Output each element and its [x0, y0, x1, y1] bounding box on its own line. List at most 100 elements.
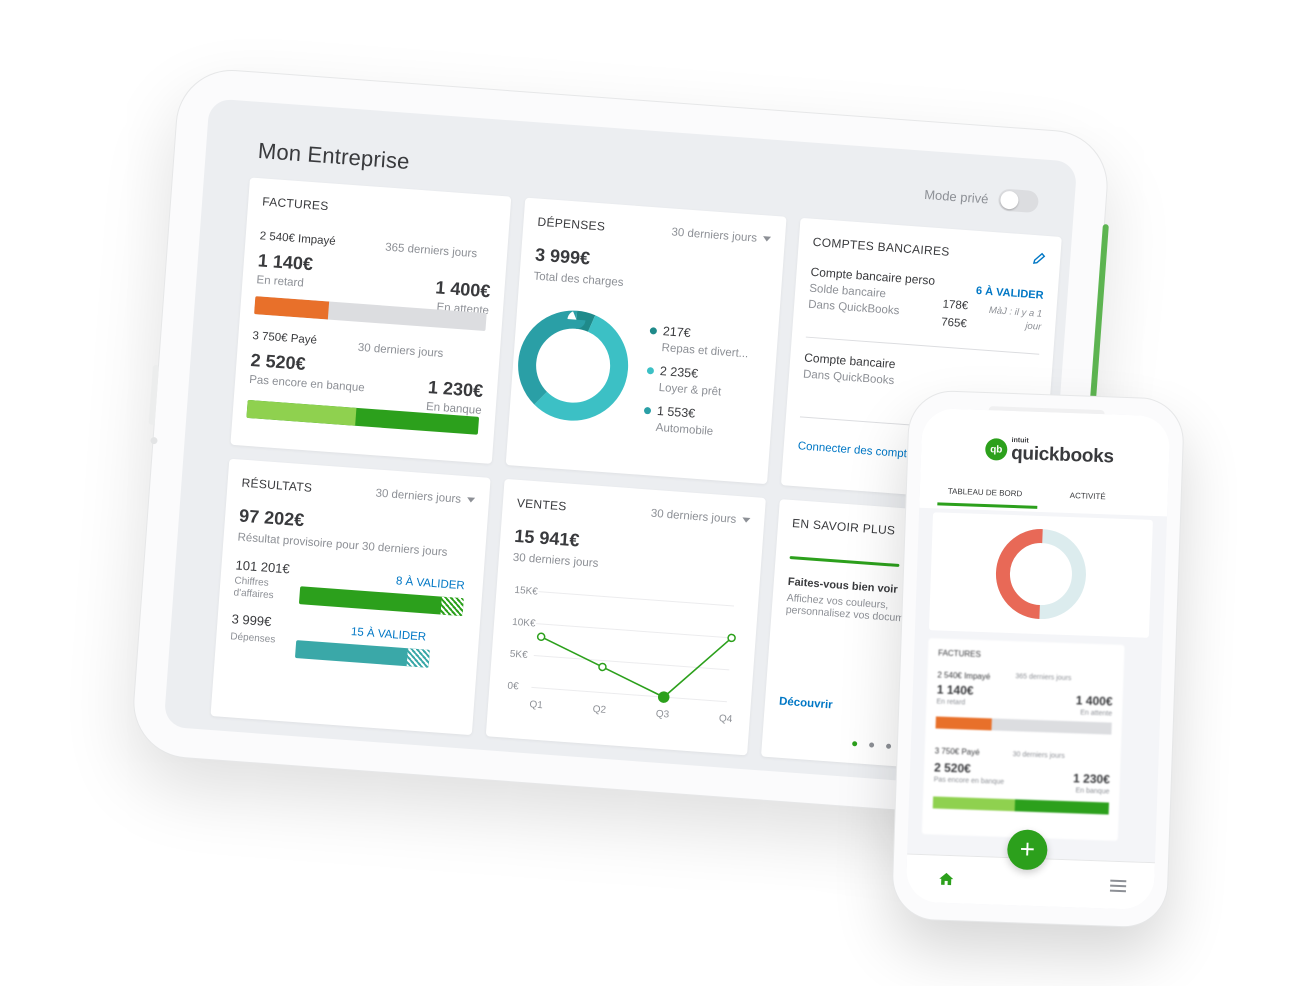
phone-screen: qb intuit quickbooks TABLEAU DE BORD ACT…: [905, 407, 1171, 911]
bank-divider: [805, 336, 1040, 355]
pagination-dot[interactable]: [851, 741, 858, 747]
sales-line: [540, 636, 733, 699]
phone-overdue-amount: 1 140€: [936, 682, 974, 698]
y-tick-label: 15K€: [514, 585, 539, 598]
phone-bottom-nav: [905, 853, 1155, 911]
invoices-not-deposited-segment: [246, 399, 357, 426]
results-net: 97 202€: [238, 505, 305, 531]
phone-invoices-card[interactable]: FACTURES 2 540€ Impayé 365 derniers jour…: [921, 638, 1125, 841]
results-revenue-hatch: [440, 596, 464, 617]
invoices-overdue-amount: 1 140€: [257, 250, 314, 275]
bank-accounts-card[interactable]: COMPTES BANCAIRES Compte bancaire perso …: [780, 217, 1062, 505]
phone-pending-amount: 1 400€: [1075, 693, 1113, 709]
gridline: [536, 623, 732, 639]
phone-device: qb intuit quickbooks TABLEAU DE BORD ACT…: [890, 389, 1186, 929]
invoices-unpaid: 2 540€ Impayé: [259, 230, 337, 248]
invoices-overdue-label: En retard: [256, 274, 305, 290]
invoices-unpaid-bar[interactable]: [254, 296, 487, 332]
bank-account2-name[interactable]: Compte bancaire: [803, 350, 896, 372]
bank-account1-qb-balance: 765€: [940, 316, 968, 331]
phone-invoices-title: FACTURES: [937, 648, 981, 659]
learn-discover-link[interactable]: Découvrir: [778, 695, 834, 712]
legend-dot: [646, 366, 655, 375]
expenses-card[interactable]: DÉPENSES 30 derniers jours 3 999€ Total …: [505, 197, 787, 485]
legend-amount: 217€: [662, 324, 692, 341]
invoices-not-deposited-amount: 2 520€: [249, 349, 307, 374]
page-title: Mon Entreprise: [257, 137, 411, 175]
tab-active-indicator: [937, 502, 1038, 509]
menu-icon[interactable]: [1109, 879, 1127, 896]
sales-point[interactable]: [657, 691, 670, 703]
privacy-mode[interactable]: Mode privé: [923, 183, 1040, 214]
invoices-paid-period: 30 derniers jours: [357, 341, 444, 361]
pagination-dot[interactable]: [885, 743, 892, 749]
phone-chart-card[interactable]: [928, 512, 1153, 638]
donut-slice[interactable]: [518, 310, 629, 421]
phone-paid-period: 30 derniers jours: [1012, 751, 1065, 760]
results-revenue: 101 201€: [235, 557, 291, 577]
expenses-donut-chart[interactable]: [506, 198, 787, 484]
results-revenue-label: Chiffres d'affaires: [233, 575, 274, 602]
results-expenses-bar[interactable]: [294, 640, 430, 668]
phone-deposited-label: En banque: [1075, 787, 1110, 796]
expenses-legend-item[interactable]: 217€: [649, 323, 691, 340]
phone-paid-bar[interactable]: [932, 796, 1110, 815]
pencil-icon[interactable]: [1032, 251, 1047, 266]
tab-activity[interactable]: ACTIVITÉ: [1069, 491, 1106, 502]
bank-account2-qb-label: Dans QuickBooks: [802, 368, 895, 388]
legend-dot: [643, 406, 652, 414]
bank-account1-updated: MàJ : il y a 1 jour: [988, 304, 1043, 333]
x-tick-label: Q1: [529, 699, 544, 711]
pagination-dot[interactable]: [868, 742, 875, 748]
results-expenses-hatch: [406, 648, 430, 668]
chevron-down-icon: [466, 497, 476, 504]
phone-unpaid-bar[interactable]: [935, 716, 1112, 735]
phone-unpaid-period: 365 derniers jours: [1015, 673, 1072, 683]
x-tick-label: Q4: [719, 713, 734, 725]
donut-slice[interactable]: [995, 529, 1086, 620]
phone-not-deposited-amount: 2 520€: [933, 760, 972, 776]
sales-line-chart[interactable]: 15K€ 10K€ 5K€ 0€ Q1 Q2 Q3 Q4: [486, 479, 766, 755]
tab-dashboard[interactable]: TABLEAU DE BORD: [947, 486, 1023, 499]
invoices-card[interactable]: FACTURES 2 540€ Impayé 365 derniers jour…: [230, 177, 512, 464]
logo-quickbooks: quickbooks: [1010, 442, 1115, 468]
home-icon[interactable]: [938, 872, 954, 887]
results-period-select[interactable]: 30 derniers jours: [375, 487, 476, 506]
bank-connect-link[interactable]: Connecter des comptes: [797, 440, 920, 462]
bank-account1-to-validate[interactable]: 6 À VALIDER: [975, 284, 1044, 302]
invoices-deposited-amount: 1 230€: [427, 377, 484, 402]
results-net-label: Résultat provisoire pour 30 derniers jou…: [237, 531, 448, 559]
phone-not-deposited-label: Pas encore en banque: [933, 776, 1005, 786]
gridline: [538, 591, 734, 607]
donut-slice[interactable]: [518, 310, 629, 421]
tablet-device: Mon Entreprise Mode privé FACTURES 2 540…: [129, 66, 1112, 823]
x-tick-label: Q2: [592, 704, 607, 716]
quickbooks-logo: qb intuit quickbooks: [984, 436, 1115, 468]
sales-point[interactable]: [598, 662, 607, 672]
y-tick-label: 0€: [507, 681, 519, 693]
results-card[interactable]: RÉSULTATS 30 derniers jours 97 202€ Résu…: [210, 458, 491, 736]
privacy-mode-toggle[interactable]: [997, 188, 1040, 214]
invoices-paid: 3 750€ Payé: [251, 330, 318, 347]
phone-unpaid: 2 540€ Impayé: [937, 670, 991, 682]
privacy-mode-label: Mode privé: [923, 186, 990, 207]
sales-point[interactable]: [727, 633, 736, 643]
phone-overdue-segment: [935, 716, 992, 731]
invoices-pending-amount: 1 400€: [434, 277, 492, 302]
sales-card[interactable]: VENTES 30 derniers jours 15 941€ 30 dern…: [485, 478, 766, 756]
phone-pending-label: En attente: [1080, 709, 1113, 718]
legend-amount: 1 553€: [656, 403, 696, 421]
sales-point[interactable]: [536, 632, 546, 642]
results-title: RÉSULTATS: [241, 475, 313, 495]
legend-dot: [649, 326, 658, 335]
gridline: [531, 686, 727, 703]
phone-header: qb intuit quickbooks TABLEAU DE BORD ACT…: [919, 407, 1171, 517]
phone-donut-chart[interactable]: [929, 512, 1153, 638]
phone-not-deposited-segment: [932, 796, 1016, 812]
bank-title: COMPTES BANCAIRES: [812, 234, 951, 259]
results-revenue-bar[interactable]: [298, 586, 464, 617]
results-expenses-to-validate[interactable]: 15 À VALIDER: [350, 626, 427, 644]
results-revenue-to-validate[interactable]: 8 À VALIDER: [395, 575, 466, 593]
phone-paid: 3 750€ Payé: [934, 746, 980, 758]
